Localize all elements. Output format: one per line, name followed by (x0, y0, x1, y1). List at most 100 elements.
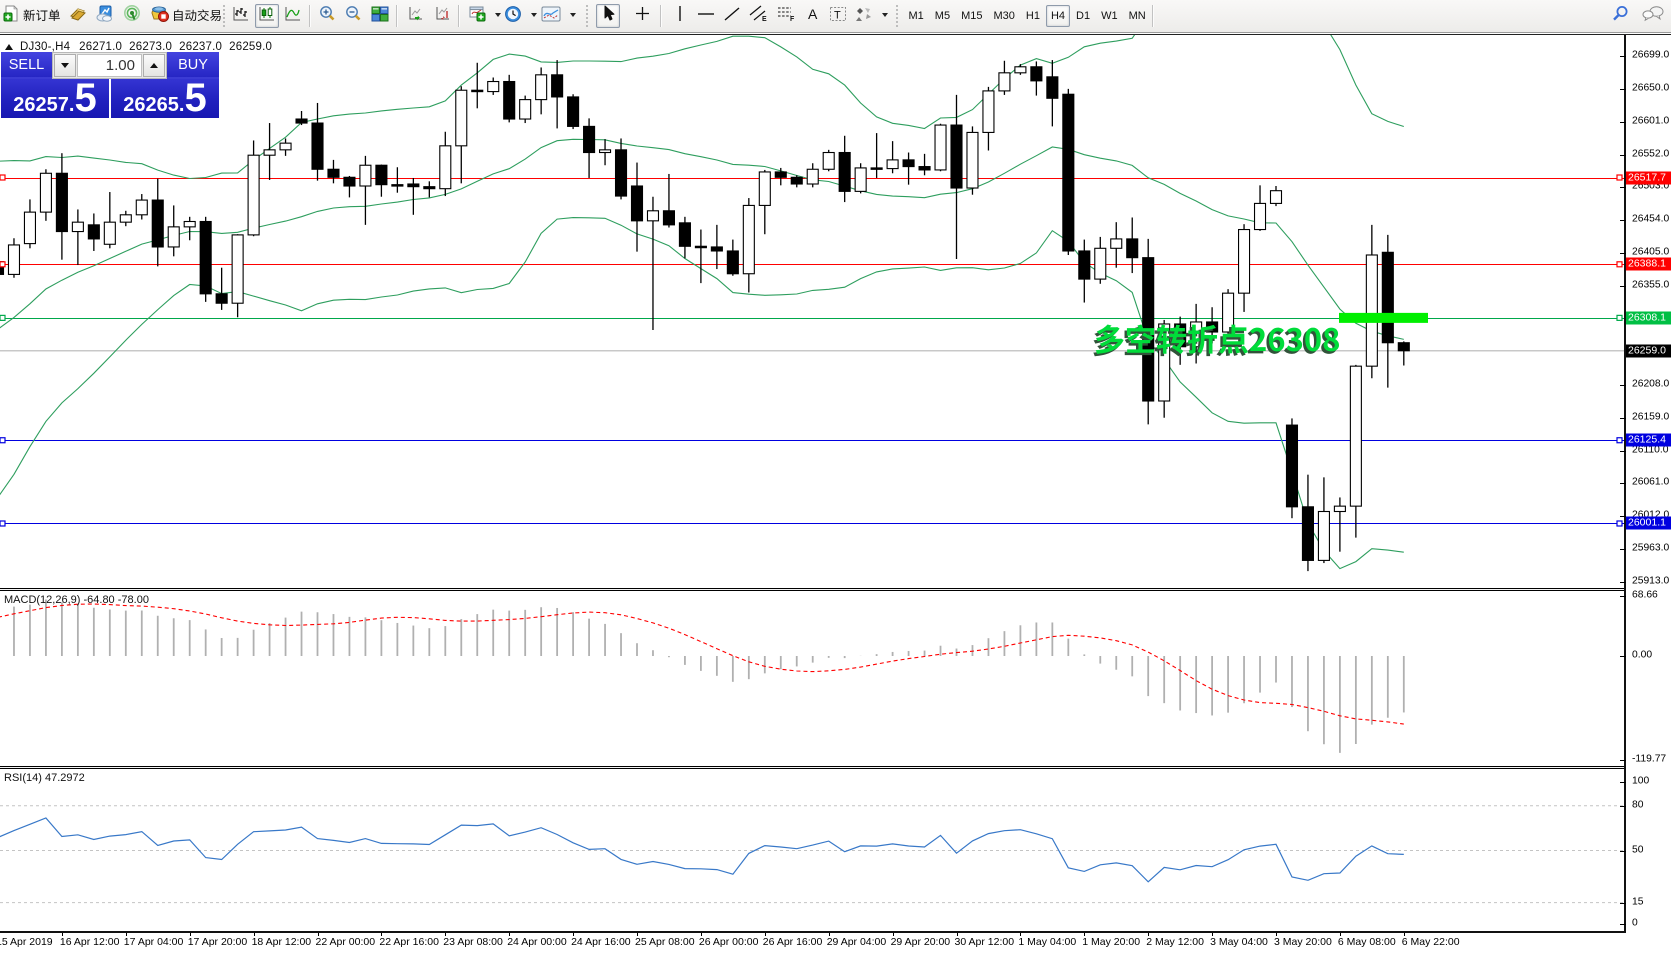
time-axis-label: 6 May 08:00 (1337, 936, 1396, 948)
timeframe-m1-button[interactable]: M1 (908, 10, 924, 22)
cursor-icon (600, 5, 616, 27)
shapes-button[interactable] (852, 4, 876, 28)
axis-tick (1620, 187, 1626, 189)
axis-tick (1620, 656, 1626, 657)
axis-tick (1620, 121, 1626, 123)
chart-shift-button[interactable] (431, 4, 455, 28)
horizontal-line-button[interactable] (694, 4, 718, 28)
macd-pane[interactable] (0, 591, 1624, 766)
rsi-pane[interactable] (0, 769, 1624, 931)
crosshair-button[interactable] (630, 4, 654, 28)
tile-windows-button[interactable] (368, 4, 392, 28)
toolbar-grip[interactable] (221, 5, 228, 27)
line-chart-icon (284, 5, 302, 27)
candlestick-chart-button[interactable] (255, 4, 279, 28)
timeframe-mn-button[interactable]: MN (1128, 10, 1146, 22)
zoom-in-icon (318, 5, 336, 28)
signal-icon (123, 5, 141, 27)
templates-button[interactable] (538, 4, 564, 28)
zoom-in-button[interactable] (315, 4, 339, 28)
signal-button[interactable] (120, 4, 144, 28)
price-axis-label: 26159.0 (1632, 411, 1670, 423)
price-chart[interactable] (0, 35, 1624, 588)
text-label-icon: T (829, 6, 847, 27)
shapes-dropdown-caret[interactable] (882, 13, 888, 17)
indicators-icon (468, 5, 486, 27)
price-axis-label: 26601.0 (1632, 115, 1670, 127)
buy-button[interactable]: BUY (167, 52, 219, 79)
timeframe-m5-button[interactable]: M5 (934, 10, 951, 22)
sell-button[interactable]: SELL (1, 52, 52, 79)
periods-dropdown-caret[interactable] (531, 13, 537, 17)
time-axis-label: 30 Apr 12:00 (954, 936, 1015, 948)
volume-input[interactable]: 1.00 (77, 54, 142, 77)
axis-tick (1620, 582, 1626, 584)
vertical-line-button[interactable] (668, 4, 692, 28)
sell-price-pips: 5 (74, 76, 97, 120)
time-axis-tick (125, 933, 127, 936)
vertical-line-icon (673, 5, 687, 27)
time-axis-tick (317, 933, 319, 936)
symbol-info-bar: DJ30-,H4 26271.0 26273.0 26237.0 26259.0 (5, 40, 272, 54)
text-label-button[interactable]: T (826, 4, 850, 28)
rsi-axis-label: 15 (1632, 896, 1644, 908)
buy-price: 26265 (123, 94, 179, 116)
timeframe-m30-button[interactable]: M30 (993, 10, 1015, 22)
price-axis-label: 25913.0 (1632, 575, 1670, 587)
text-button[interactable]: A (801, 4, 825, 28)
candlestick-chart-icon (258, 5, 276, 27)
auto-scroll-button[interactable] (404, 4, 428, 28)
axis-tick (1620, 384, 1626, 386)
sell-price-box[interactable]: 26257. 5 (1, 76, 109, 120)
time-axis-label: 6 May 22:00 (1401, 936, 1460, 948)
new-order-icon (3, 5, 20, 27)
pane-splitter-macd[interactable] (0, 588, 1671, 591)
time-axis-tick (189, 933, 191, 936)
market-watch-button[interactable] (93, 4, 117, 28)
macd-axis-label: 68.66 (1632, 589, 1658, 601)
time-axis-label: 26 Apr 16:00 (762, 936, 823, 948)
time-axis[interactable]: 15 Apr 2019 16 Apr 12:00 17 Apr 04:00 17 Ap… (0, 933, 1671, 953)
indicators-button[interactable] (465, 4, 489, 28)
buy-price-box[interactable]: 26265. 5 (111, 78, 219, 118)
volume-decrease-button[interactable] (54, 54, 76, 77)
gold-chart-button[interactable] (66, 4, 90, 28)
time-axis-label: 22 Apr 00:00 (315, 936, 376, 948)
hline-price-label: 26001.1 (1626, 516, 1671, 530)
templates-dropdown-caret[interactable] (570, 13, 576, 17)
svg-text:F: F (790, 16, 795, 22)
indicators-dropdown-caret[interactable] (495, 13, 501, 17)
time-axis-label: 23 Apr 08:00 (443, 936, 503, 948)
zoom-out-button[interactable] (341, 4, 365, 28)
bar-chart-button[interactable] (229, 4, 253, 28)
cursor-button[interactable] (596, 4, 620, 28)
symbol-name: DJ30-,H4 (20, 41, 71, 53)
new-order-button[interactable] (0, 4, 64, 28)
time-axis-label: 17 Apr 20:00 (187, 936, 248, 948)
timeframe-h1-button[interactable]: H1 (1025, 10, 1040, 22)
timeframe-m15-button[interactable]: M15 (961, 10, 983, 22)
search-button[interactable] (1608, 4, 1633, 28)
collapse-panel-arrow[interactable] (5, 44, 13, 50)
timeframe-d1-button[interactable]: D1 (1076, 10, 1091, 22)
toolbar-grip-3[interactable] (894, 5, 901, 27)
timeframe-h4-button[interactable]: H4 (1045, 5, 1070, 27)
pane-splitter-rsi[interactable] (0, 766, 1671, 769)
svg-text:T: T (834, 9, 841, 21)
price-axis[interactable]: 26699.0 26650.0 26601.0 26552.0 26503.0 26454… (1620, 35, 1671, 953)
crosshair-icon (634, 5, 651, 27)
autotrade-button[interactable] (147, 4, 225, 28)
trendline-button[interactable] (720, 4, 744, 28)
chat-button[interactable] (1639, 4, 1667, 28)
volume-increase-button[interactable] (143, 54, 165, 77)
channel-button[interactable]: E (746, 4, 771, 28)
line-chart-button[interactable] (281, 4, 305, 28)
timeframe-w1-button[interactable]: W1 (1101, 10, 1118, 22)
periods-button[interactable] (501, 4, 525, 28)
time-axis-tick (700, 933, 702, 936)
shapes-icon (855, 6, 873, 27)
macd-axis-label: 0.00 (1632, 649, 1653, 661)
toolbar-grip-2[interactable] (584, 5, 591, 27)
time-axis-label: 18 Apr 12:00 (251, 936, 312, 948)
fibonacci-button[interactable]: F (774, 4, 799, 28)
